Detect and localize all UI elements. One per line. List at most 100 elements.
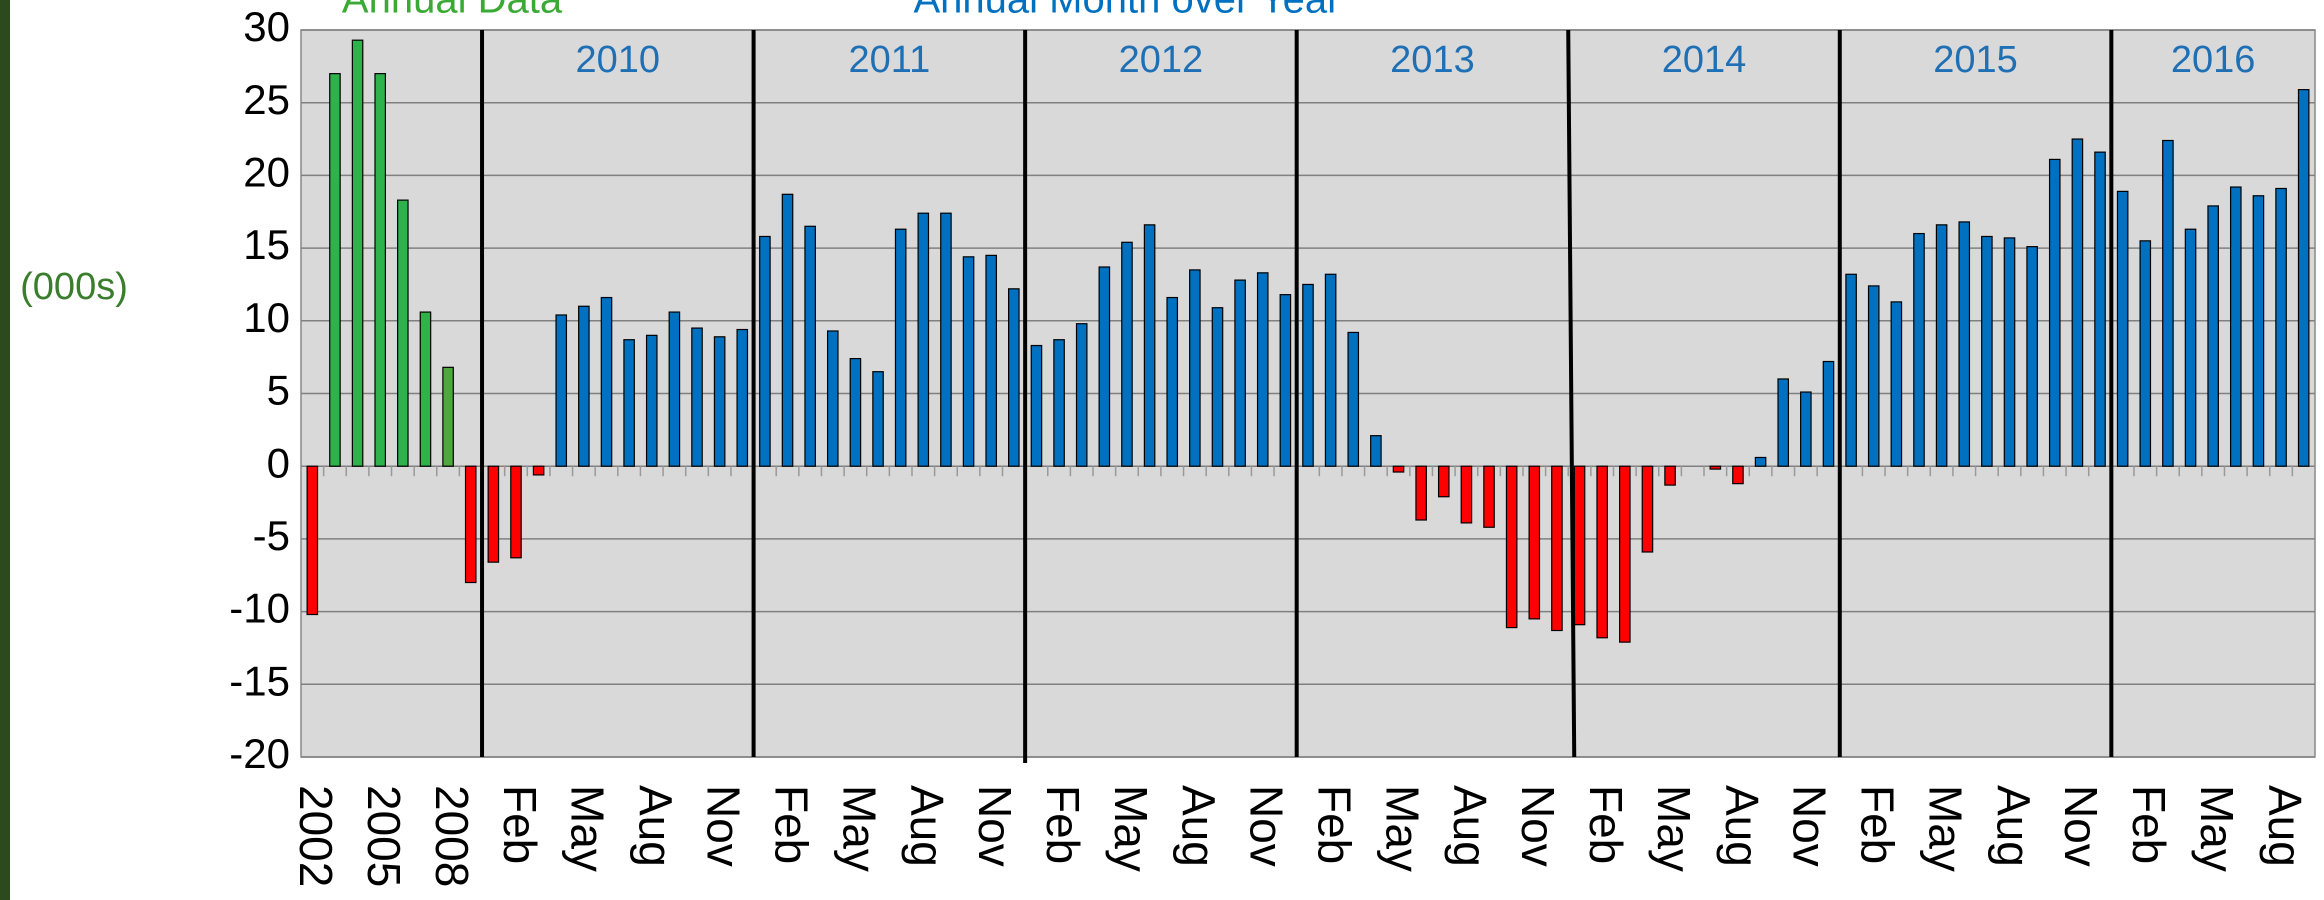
bar [1370,435,1382,467]
x-tick-label: Aug [2259,785,2311,867]
x-tick-label: May [2191,785,2243,872]
bar [532,465,545,476]
bar [1551,465,1563,632]
bar [1075,323,1088,467]
bar [2207,205,2219,467]
x-tick-label: Feb [1580,785,1632,864]
year-label: 2010 [576,39,661,81]
bar [1234,279,1246,467]
year-label: 2016 [2171,39,2256,81]
bar [623,339,635,467]
bar [668,311,681,467]
bar [1098,266,1111,467]
x-tick-label: 2005 [358,785,410,887]
x-tick-label: Feb [765,785,817,864]
bar [1709,465,1722,470]
x-tick-label: Nov [969,785,1021,867]
bar [1596,465,1608,639]
bar [1279,294,1292,467]
x-tick-label: Feb [1308,785,1360,864]
bar [1143,224,1156,467]
x-tick-label: Feb [2123,785,2175,864]
title: Annual Data [342,0,563,22]
bar [1754,456,1767,467]
bar [940,212,952,467]
x-tick-label: 2008 [426,785,478,887]
bar [1867,285,1880,467]
bar [1189,269,1201,467]
bar [1008,288,1020,467]
bar [1732,465,1744,485]
bar [2003,237,2016,467]
bar [2184,228,2197,467]
bar [1619,465,1631,643]
bar [826,330,839,467]
x-tick-label: Feb [494,785,546,864]
bar [374,73,387,467]
bar [849,358,862,467]
bar [1324,273,1337,467]
bar [2252,195,2265,467]
x-tick-label: May [1648,785,1700,872]
y-tick-label: 5 [267,367,290,414]
year-label: 2012 [1119,39,1204,81]
bar [1981,235,1993,467]
bar [600,296,613,467]
bar [1256,272,1269,467]
x-tick-label: Aug [1173,785,1225,867]
y-axis-label: (000s) [20,266,128,308]
bar [2275,187,2287,467]
bar [1505,465,1518,629]
bar [464,465,477,584]
bar [1347,331,1360,467]
bar [1800,391,1812,467]
bar [1460,465,1473,524]
x-tick-label: Nov [1512,785,1564,867]
bar [397,199,409,467]
bar [736,328,749,467]
bar [1392,465,1405,473]
bar [2048,158,2061,467]
bar [1211,307,1224,467]
bar [1437,465,1450,498]
bar [487,465,500,563]
bar [419,311,432,467]
x-tick-label: Aug [1444,785,1496,867]
bar [1664,465,1676,486]
bar [510,465,522,559]
bar [1641,465,1654,553]
bar [1053,339,1065,467]
bar [2229,186,2242,467]
bar [894,228,907,467]
y-tick-label: 10 [243,294,290,341]
side-strip [0,0,10,900]
x-tick-label: 2002 [290,785,342,887]
x-tick-label: Feb [1037,785,1089,864]
x-tick-label: Feb [1852,785,1904,864]
bar [645,334,658,467]
x-tick-label: May [562,785,614,872]
bar [351,39,364,467]
year-label: 2013 [1390,39,1475,81]
year-label: 2015 [1933,39,2018,81]
bar [781,193,794,467]
bar [759,235,771,467]
bar [2139,240,2152,467]
bar [962,256,975,467]
bar [1845,273,1857,467]
y-tick-label: 25 [243,76,290,123]
y-tick-label: 30 [243,3,290,50]
bar [917,212,930,467]
bar [1777,378,1790,467]
x-tick-label: Nov [2055,785,2107,867]
x-tick-label: May [833,785,885,872]
bar [1958,221,1971,467]
bar [578,305,590,467]
bar [1822,360,1835,467]
bar [1030,344,1043,467]
y-tick-label: -10 [229,585,290,632]
bar [1913,232,1925,467]
bar [1890,301,1903,467]
bar [555,314,568,467]
